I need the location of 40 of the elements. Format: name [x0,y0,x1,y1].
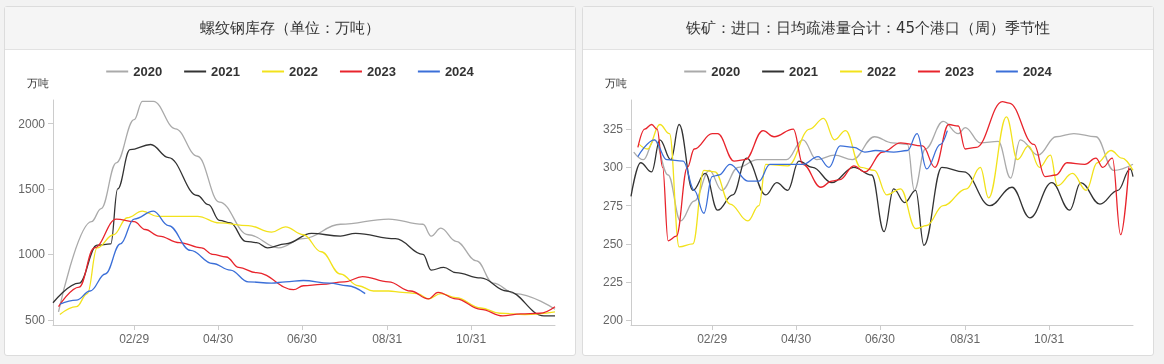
y-axis-title: 万吨 [605,76,627,89]
y-tick-label: 200 [602,313,624,328]
x-tick-label: 10/31 [1034,332,1065,346]
x-tick-label: 02/29 [697,332,728,346]
x-tick-label: 04/30 [203,332,234,346]
y-axis-title: 万吨 [27,76,49,89]
legend-label: 2022 [867,64,896,79]
legend-label: 2024 [444,64,475,79]
line-series [59,210,366,305]
chart-title: 铁矿：进口：日均疏港量合计：45个港口（周）季节性 [583,7,1153,50]
legend-label: 2023 [366,64,396,79]
legend-label: 2024 [1022,64,1053,79]
x-tick-label: 08/31 [372,332,403,346]
y-tick-label: 225 [602,275,624,290]
line-series [637,100,1130,242]
y-tick-label: 1000 [18,247,46,262]
y-tick-label: 2000 [18,116,46,131]
x-tick-label: 06/30 [286,332,318,346]
y-tick-label: 325 [602,122,624,137]
line-series [52,143,556,317]
y-tick-label: 250 [602,236,624,251]
x-tick-label: 04/30 [781,332,812,346]
legend-label: 2023 [944,64,974,79]
chart-title: 螺纹钢库存（单位：万吨） [5,7,575,50]
x-tick-label: 08/31 [950,332,981,346]
legend-label: 2020 [711,64,741,79]
x-tick-label: 02/29 [119,332,150,346]
x-tick-label: 06/30 [864,332,896,346]
legend-label: 2020 [133,64,163,79]
legend-label: 2022 [289,64,318,79]
legend-label: 2021 [789,64,819,79]
line-series [57,100,556,313]
y-tick-label: 300 [602,160,624,175]
y-tick-label: 1500 [18,181,46,196]
legend-label: 2021 [211,64,241,79]
line-series [633,120,1134,222]
y-tick-label: 275 [602,198,624,213]
y-tick-label: 500 [24,312,46,327]
x-tick-label: 10/31 [456,332,487,346]
line-series [637,129,948,214]
